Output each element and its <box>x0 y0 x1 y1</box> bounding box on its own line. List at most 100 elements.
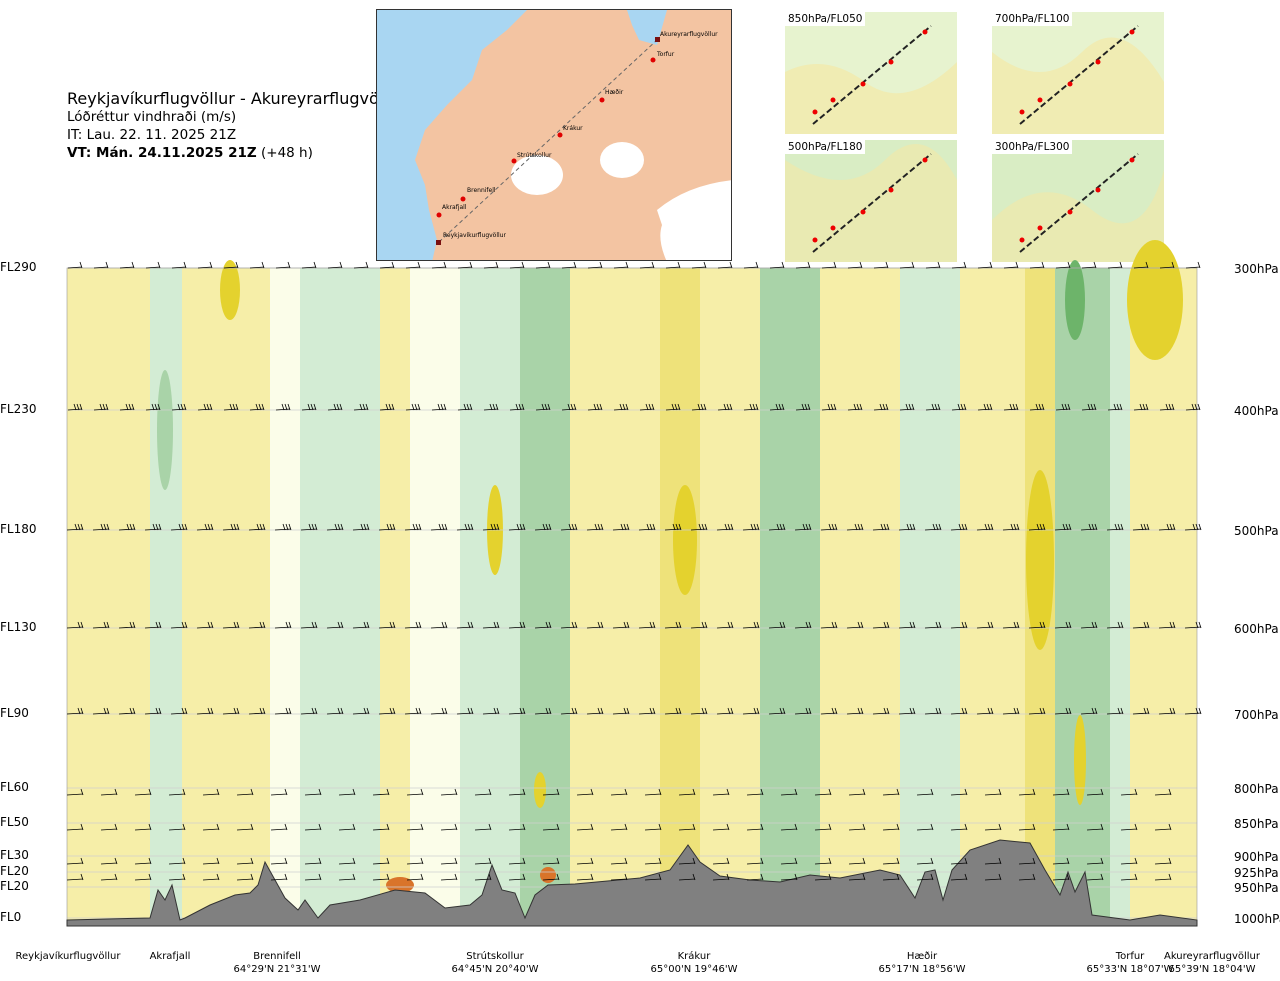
wind-barb-shaft-227 <box>304 793 322 796</box>
wind-barb-shaft-69 <box>717 408 733 411</box>
wind-barb-feather-55-2 <box>359 403 363 411</box>
wind-barb-shaft-24 <box>691 266 707 269</box>
wind-barb-feather-79-2 <box>983 403 987 411</box>
wind-barb-feather-318-0 <box>1168 857 1172 865</box>
wind-barb-shaft-86 <box>1159 408 1175 411</box>
wind-barb <box>1052 857 1070 865</box>
wind-barb-shaft-67 <box>665 408 681 411</box>
wind-barb <box>664 621 682 629</box>
wind-barb <box>1154 823 1172 831</box>
wind-barb <box>898 523 916 531</box>
wind-barb-shaft-236 <box>610 793 628 796</box>
wind-barb-feather-145-0 <box>418 621 422 629</box>
wind-barb-feather-187-1 <box>363 707 367 715</box>
wind-barb-shaft-55 <box>353 408 369 411</box>
wind-barb-shaft-58 <box>431 408 447 411</box>
wind-barb-feather-46-2 <box>125 403 129 411</box>
wind-barb-feather-19-0 <box>573 261 577 269</box>
wind-barb-feather-347-0 <box>1032 873 1036 881</box>
wind-barb-feather-66-1 <box>648 403 652 411</box>
wind-barb-feather-126-0 <box>1068 523 1072 531</box>
wind-barb-feather-64-0 <box>599 403 603 411</box>
wind-barb-feather-49-1 <box>206 403 210 411</box>
wind-barb-feather-97-0 <box>314 523 318 531</box>
wind-barb-feather-59-0 <box>469 403 473 411</box>
wind-barb-shaft-137 <box>196 626 214 629</box>
wind-barb-shaft-300 <box>542 862 560 865</box>
wind-barb <box>440 823 458 831</box>
wind-barb-feather-177-0 <box>106 707 110 715</box>
wind-barb-feather-82-2 <box>1061 403 1065 411</box>
wind-barb-feather-79-1 <box>986 403 990 411</box>
wind-barb-feather-68-0 <box>703 403 707 411</box>
wind-barb-feather-195-1 <box>571 707 575 715</box>
waypoint-label: Reykjavíkurflugvöllur <box>8 950 128 963</box>
wind-barb <box>534 523 552 531</box>
wind-barb <box>678 857 696 865</box>
wind-barb-shaft-247 <box>984 793 1002 796</box>
wind-barb <box>508 523 526 531</box>
wind-barb-feather-167-0 <box>990 621 994 629</box>
wind-barb-shaft-279 <box>950 828 968 831</box>
minimap-500[interactable]: 500hPa/FL180 <box>785 140 957 262</box>
wind-barb <box>560 707 578 715</box>
minimap-850[interactable]: 850hPa/FL050 <box>785 12 957 134</box>
wind-barb-shaft-207 <box>872 712 890 715</box>
wind-barb <box>814 857 832 865</box>
field-band-14 <box>900 268 960 926</box>
wind-barb-shaft-249 <box>1052 793 1070 796</box>
wind-barb-feather-259-0 <box>284 823 288 831</box>
wind-barb-feather-13-0 <box>417 261 421 269</box>
wind-barb <box>168 873 186 881</box>
wind-barb <box>780 873 798 881</box>
wind-barb-feather-112-2 <box>698 523 702 531</box>
wind-barb-shaft-65 <box>613 408 629 411</box>
wind-barb-feather-91-1 <box>155 523 159 531</box>
wind-barb-feather-286-0 <box>80 857 84 865</box>
wind-barb-shaft-305 <box>712 862 730 865</box>
wind-barb-feather-47-1 <box>154 403 158 411</box>
wind-barb <box>1003 403 1019 411</box>
wind-barb-shaft-280 <box>984 828 1002 831</box>
route-map[interactable]: Akureyrarflugvöllur Torfur Hæðir Krákur … <box>376 9 732 261</box>
wind-barb-shaft-342 <box>848 878 866 881</box>
wind-barb <box>223 261 239 269</box>
wind-barb-feather-248-0 <box>1032 788 1036 796</box>
wind-barb-feather-291-0 <box>250 857 254 865</box>
wind-barb-shaft-344 <box>916 878 934 881</box>
wind-barb-feather-343-0 <box>896 873 900 881</box>
wind-barb-feather-70-0 <box>755 403 759 411</box>
minimap-700[interactable]: 700hPa/FL100 <box>992 12 1164 134</box>
wind-barb-feather-109-1 <box>623 523 627 531</box>
wind-barb <box>270 823 288 831</box>
wind-barb-feather-52-2 <box>281 403 285 411</box>
wind-barb-shaft-134 <box>118 626 136 629</box>
wind-barb-feather-191-1 <box>467 707 471 715</box>
wind-barb-feather-193-0 <box>522 707 526 715</box>
wind-barb <box>353 261 369 269</box>
wind-barb-shaft-245 <box>916 793 934 796</box>
wind-barb <box>976 621 994 629</box>
wind-barb <box>665 261 681 269</box>
wind-barb <box>236 873 254 881</box>
wind-barb-feather-206-0 <box>860 707 864 715</box>
wind-barb <box>483 261 499 269</box>
wind-barb <box>873 403 889 411</box>
wind-barb-shaft-2 <box>119 266 135 269</box>
wind-barb <box>534 707 552 715</box>
minimap-300[interactable]: 300hPa/FL300 <box>992 140 1164 262</box>
wind-barb-feather-216-1 <box>1117 707 1121 715</box>
wind-barb-shaft-114 <box>742 528 760 531</box>
wind-barb-feather-48-2 <box>177 403 181 411</box>
wind-barb-feather-62-0 <box>547 403 551 411</box>
wind-barb-shaft-265 <box>474 828 492 831</box>
wind-barb-feather-134-0 <box>132 621 136 629</box>
wind-barb-feather-194-1 <box>545 707 549 715</box>
map-point-strutskollur <box>511 158 517 164</box>
wind-barb-feather-342-0 <box>862 873 866 881</box>
wind-barb-shaft-127 <box>1080 528 1098 531</box>
wind-barb-shaft-138 <box>222 626 240 629</box>
wind-barb-shaft-43 <box>1185 266 1201 269</box>
wind-barb-feather-120-0 <box>912 523 916 531</box>
wind-barb-feather-67-2 <box>671 403 675 411</box>
